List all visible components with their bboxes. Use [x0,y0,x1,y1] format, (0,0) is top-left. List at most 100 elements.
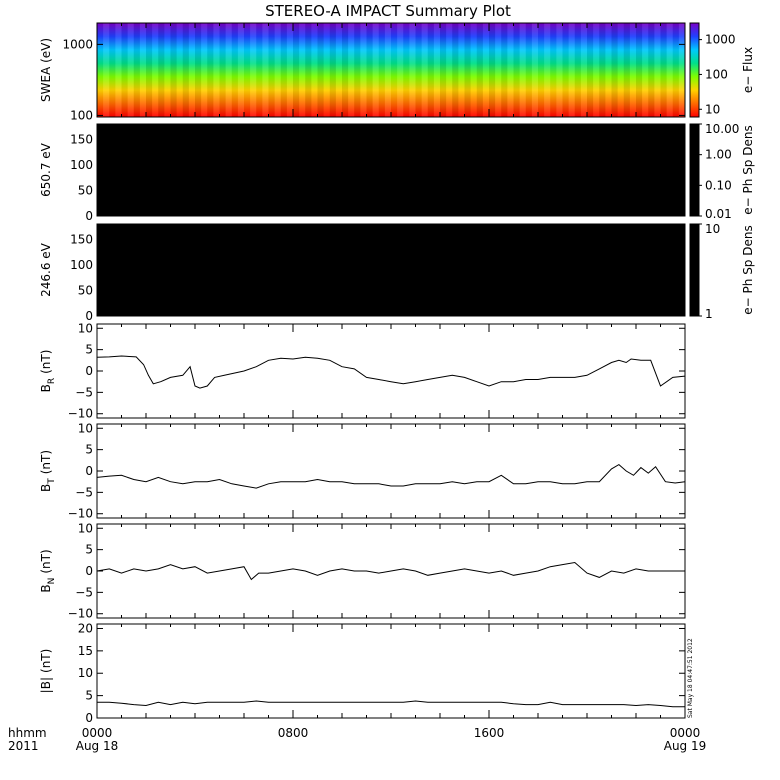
spectrogram-streak [636,23,643,117]
spectrogram-streak [642,23,649,117]
y-label-main: 650.7 eV [39,142,53,197]
spectrogram-streak [164,23,171,117]
spectrogram-streak [133,23,140,117]
spectrogram-streak [348,23,355,117]
y-label-unit: (nT) [39,549,53,573]
spectrogram-streak [666,23,673,117]
spectrogram-streak [501,23,508,117]
y-label-unit: (nT) [39,649,53,673]
spectrogram-streak [587,23,594,117]
spectrogram-streak [323,23,330,117]
y-tick-label: −10 [68,607,93,621]
y-label-main: B [39,484,53,492]
spectrogram-streak [213,23,220,117]
spectrogram-streak [593,23,600,117]
colorbar-tick-label: 1000 [705,33,736,47]
y-tick-label: 150 [70,232,93,246]
spectrogram-streak [623,23,630,117]
y-label-unit: (nT) [39,450,53,474]
y-label-main: 246.6 eV [39,242,53,297]
spectrogram-streak [317,23,324,117]
y-tick-label: 50 [78,183,93,197]
y-label-subscript: N [47,578,57,585]
spectrogram-streak [678,23,685,117]
spectrogram-streak [482,23,489,117]
y-tick-label: 50 [78,283,93,297]
spectrogram-streak [660,23,667,117]
y-tick-label: 0 [85,564,93,578]
spectrogram-streak [103,23,110,117]
spectrogram-streak [152,23,159,117]
spectrogram-streak [158,23,165,117]
y-tick-label: 0 [85,309,93,323]
spectrogram-streak [274,23,281,117]
series-line [97,700,685,708]
y-tick-label: −5 [75,385,93,399]
spectrogram-streak [568,23,575,117]
panel-frame [96,323,686,419]
spectrogram-streak [440,23,447,117]
plot-title: STEREO-A IMPACT Summary Plot [265,2,511,20]
panel-6: −10 −5 0 5 10 BN (nT) [39,521,686,621]
spectrogram-streak [470,23,477,117]
colorbar-tick-label: 10.00 [705,122,739,136]
y-tick-label: −10 [68,407,93,421]
spectrogram-streak [244,23,251,117]
spectrogram-streak [599,23,606,117]
y-tick-label: 10 [78,321,93,335]
panel-2: 0 50 100 150 650.7 eV 0.01 0.10 1.00 10.00 e− Ph … [39,122,755,223]
y-axis-label: 650.7 eV [39,142,53,197]
spectrogram-streak [458,23,465,117]
panel-4: −10 −5 0 5 10 BR (nT) [39,321,686,421]
spectrogram-streak [672,23,679,117]
spectrogram-streak [115,23,122,117]
spectrogram-streak [286,23,293,117]
spectrogram-streak [231,23,238,117]
spectrogram-streak [268,23,275,117]
y-tick-label: 5 [85,343,93,357]
spectrogram-streak [262,23,269,117]
spectrogram-streak [366,23,373,117]
spectrogram-streak [446,23,453,117]
spectrogram-streak [182,23,189,117]
time-axis-corner-label: hhmm [8,726,47,740]
spectrogram-streak [335,23,342,117]
spectrogram-streak [427,23,434,117]
y-label-subscript: R [47,378,57,384]
y-tick-label: −10 [68,507,93,521]
panel-frame [96,623,686,719]
spectrogram-streak [433,23,440,117]
swea-spectrogram [97,23,685,117]
spectrogram-streak [489,23,496,117]
spectrogram-streak [550,23,557,117]
colorbar-tick-label: 0.01 [705,207,732,221]
time-tick-label: 0000 [82,726,113,740]
spectrogram-streak [225,23,232,117]
panel-1: 100 1000 SWEA (eV) 10 100 1000 e− Flux [39,22,755,122]
y-tick-label: 10 [78,521,93,535]
y-tick-label: 100 [70,158,93,172]
y-tick-label: 0 [85,464,93,478]
time-axis-corner-label: 2011 [8,739,39,753]
spectrogram-streak [299,23,306,117]
y-tick-label: 0 [85,711,93,725]
spectrogram-streak [507,23,514,117]
spectrogram-streak [574,23,581,117]
colorbar: 1 10 e− Ph Sp Dens [689,222,755,321]
spectrogram-streak [629,23,636,117]
spectrogram-streak [648,23,655,117]
panel-frame [96,423,686,519]
y-tick-label: 15 [78,644,93,658]
y-tick-label: 5 [85,443,93,457]
y-label-main: |B| [39,677,53,693]
colorbar-scale [689,223,700,317]
colorbar-tick-label: 10 [705,222,720,236]
y-tick-label: 0 [85,209,93,223]
spectrogram-streak [256,23,263,117]
time-tick-label: 1600 [474,726,505,740]
generation-stamp: Sat May 18 04:47:51 2012 [687,638,694,718]
y-tick-label: 10 [78,421,93,435]
y-axis-label: BR (nT) [39,350,57,393]
y-axis-label: |B| (nT) [39,649,53,694]
pitch-angle-spectrogram [97,124,685,216]
